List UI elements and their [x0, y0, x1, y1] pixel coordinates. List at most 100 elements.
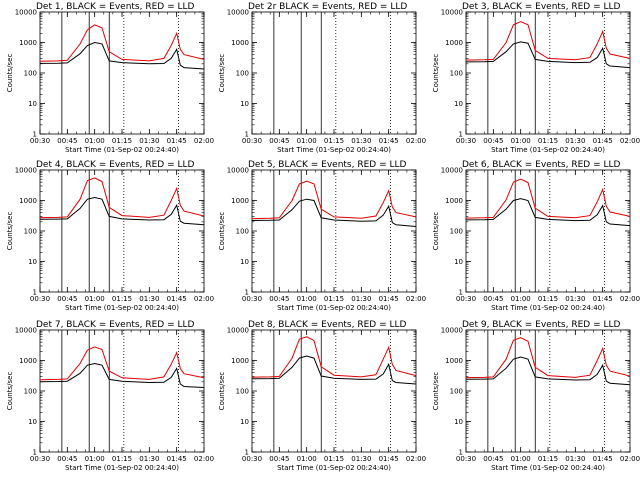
y-tick-label: 1000 [445, 357, 463, 365]
y-tick-label: 1000 [231, 197, 249, 205]
plot-data-area [466, 330, 630, 452]
x-axis-label: Start Time (01-Sep-02 00:24:40) [65, 464, 179, 472]
y-tick-label: 10000 [15, 167, 37, 175]
x-tick-label: 02:00 [406, 137, 426, 145]
y-tick-label: 1 [459, 289, 463, 297]
x-tick-label: 00:30 [30, 455, 50, 463]
y-tick-label: 10 [28, 258, 37, 266]
plot-frame [465, 329, 631, 453]
x-tick-label: 01:45 [167, 137, 187, 145]
lld-series-line [40, 24, 204, 62]
x-tick-label: 00:30 [456, 455, 476, 463]
plot-frame [465, 169, 631, 293]
x-tick-label: 02:00 [406, 295, 426, 303]
y-tick-label: 10000 [441, 327, 463, 335]
y-axis-label: Counts/sec [218, 372, 226, 411]
plot-data-area [40, 12, 204, 134]
x-tick-label: 01:00 [511, 137, 531, 145]
x-tick-label: 01:30 [351, 455, 371, 463]
events-series-line [40, 362, 204, 388]
plot-data-area [40, 170, 204, 292]
x-tick-label: 00:45 [269, 137, 289, 145]
events-series-line [40, 196, 204, 226]
y-tick-label: 1 [245, 449, 249, 457]
x-tick-label: 02:00 [194, 455, 214, 463]
events-series-line [466, 198, 630, 227]
x-axis-label: Start Time (01-Sep-02 00:24:40) [491, 464, 605, 472]
x-axis-label: Start Time (01-Sep-02 00:24:40) [65, 304, 179, 312]
x-tick-label: 01:45 [593, 295, 613, 303]
plot-data-area [40, 330, 204, 452]
x-tick-label: 00:45 [483, 455, 503, 463]
lld-series-line [40, 177, 204, 219]
x-axis-label: Start Time (01-Sep-02 00:24:40) [491, 146, 605, 154]
y-tick-label: 1 [33, 131, 37, 139]
chart-title: Det 5, BLACK = Events, RED = LLD [248, 160, 407, 170]
lld-series-line [40, 346, 204, 381]
x-tick-label: 00:30 [242, 137, 262, 145]
chart-title: Det 8, BLACK = Events, RED = LLD [248, 320, 407, 330]
y-tick-label: 10000 [227, 167, 249, 175]
x-tick-label: 00:30 [30, 137, 50, 145]
y-tick-label: 10 [454, 100, 463, 108]
x-tick-label: 01:00 [85, 137, 105, 145]
y-tick-label: 100 [450, 228, 463, 236]
lld-series-line [466, 178, 630, 219]
x-tick-label: 01:00 [511, 455, 531, 463]
x-tick-label: 00:45 [269, 295, 289, 303]
events-series-line [466, 356, 630, 386]
plot-frame [39, 11, 205, 135]
y-tick-label: 10000 [227, 9, 249, 17]
y-tick-label: 10000 [441, 167, 463, 175]
y-tick-label: 1 [459, 449, 463, 457]
chart-title: Det 4, BLACK = Events, RED = LLD [36, 160, 195, 170]
y-tick-label: 1 [33, 449, 37, 457]
y-axis-label: Counts/sec [6, 54, 14, 93]
y-axis-label: Counts/sec [6, 372, 14, 411]
x-tick-label: 00:30 [30, 295, 50, 303]
y-tick-label: 1000 [19, 357, 37, 365]
y-axis-label: Counts/sec [432, 54, 440, 93]
y-tick-label: 1000 [445, 39, 463, 47]
x-tick-label: 00:45 [269, 455, 289, 463]
x-tick-label: 01:15 [324, 137, 344, 145]
lld-series-line [466, 337, 630, 379]
events-series-line [252, 355, 416, 385]
chart-panel: Det 4, BLACK = Events, RED = LLD 1 10 100 10… [6, 160, 214, 312]
x-tick-label: 01:15 [324, 295, 344, 303]
x-tick-label: 01:15 [112, 137, 132, 145]
x-axis-label: Start Time (01-Sep-02 00:24:40) [277, 464, 391, 472]
x-tick-label: 00:30 [456, 295, 476, 303]
chart-title: Det 2r BLACK = Events, RED = LLD [248, 2, 407, 12]
x-tick-label: 01:15 [112, 295, 132, 303]
y-tick-label: 100 [450, 388, 463, 396]
x-tick-label: 01:15 [538, 295, 558, 303]
x-tick-label: 01:45 [167, 455, 187, 463]
chart-panel: Det 8, BLACK = Events, RED = LLD 1 10 100 10… [218, 320, 426, 472]
events-series-line [40, 41, 204, 70]
x-tick-label: 00:30 [456, 137, 476, 145]
y-axis-label: Counts/sec [6, 212, 14, 251]
x-tick-label: 01:15 [538, 455, 558, 463]
y-tick-label: 1000 [231, 357, 249, 365]
x-tick-label: 01:30 [139, 137, 159, 145]
chart-title: Det 1, BLACK = Events, RED = LLD [36, 2, 195, 12]
x-tick-label: 01:30 [565, 455, 585, 463]
y-tick-label: 100 [450, 70, 463, 78]
x-tick-label: 01:30 [565, 295, 585, 303]
y-tick-label: 10 [240, 100, 249, 108]
x-tick-label: 01:00 [297, 137, 317, 145]
y-tick-label: 10 [454, 258, 463, 266]
chart-title: Det 3, BLACK = Events, RED = LLD [462, 2, 621, 12]
y-axis-label: Counts/sec [432, 212, 440, 251]
y-tick-label: 10000 [15, 327, 37, 335]
chart-title: Det 6, BLACK = Events, RED = LLD [462, 160, 621, 170]
x-tick-label: 01:45 [167, 295, 187, 303]
x-tick-label: 02:00 [194, 295, 214, 303]
y-tick-label: 1000 [445, 197, 463, 205]
lld-series-line [252, 336, 416, 378]
plot-frame [251, 329, 417, 453]
chart-panel: Det 2r BLACK = Events, RED = LLD 1 10 100 10… [218, 2, 426, 154]
x-tick-label: 00:45 [483, 137, 503, 145]
